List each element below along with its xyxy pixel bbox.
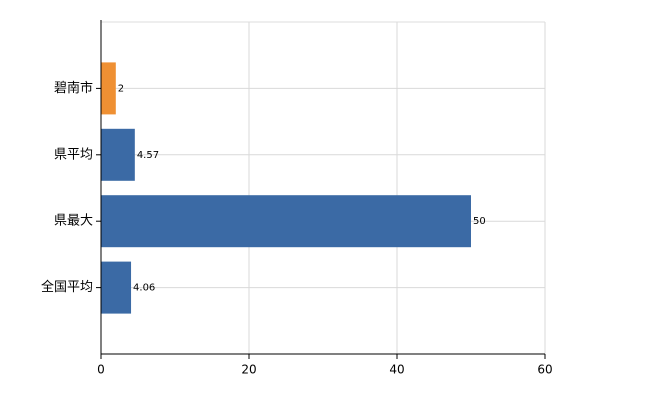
y-tick-label: 全国平均 xyxy=(41,279,93,295)
x-tick-label: 60 xyxy=(537,363,552,377)
value-label: 4.57 xyxy=(137,150,159,161)
value-label: 50 xyxy=(473,216,486,227)
bar xyxy=(101,62,116,115)
bar xyxy=(101,261,132,314)
x-tick-label: 20 xyxy=(241,363,256,377)
value-label: 2 xyxy=(118,83,124,94)
bar xyxy=(101,128,135,181)
y-tick-label: 県平均 xyxy=(54,147,93,162)
y-tick-label: 県最大 xyxy=(54,214,93,229)
y-tick-label: 碧南市 xyxy=(54,80,93,96)
value-label: 4.06 xyxy=(133,283,155,294)
x-tick-label: 0 xyxy=(97,363,105,377)
bar xyxy=(101,195,471,248)
x-tick-label: 40 xyxy=(389,363,404,377)
